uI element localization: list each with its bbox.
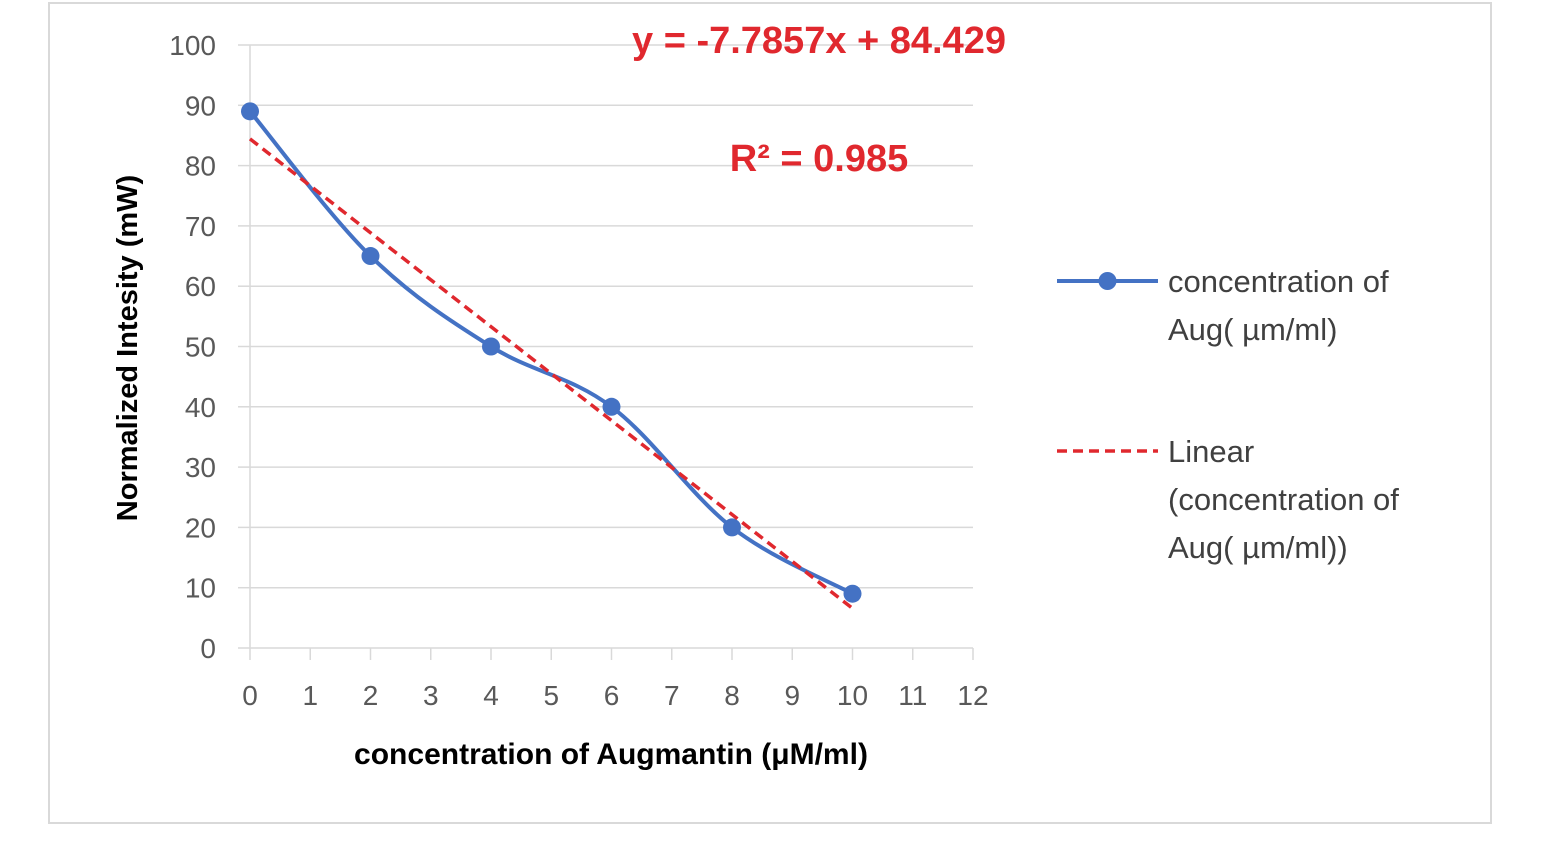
y-tick-label: 70 (185, 211, 216, 242)
y-axis-title: Normalized Intesity (mW) (112, 175, 144, 521)
x-tick-label: 0 (242, 680, 258, 711)
chart-frame (48, 2, 1492, 824)
legend-series-label: concentration of (1168, 264, 1389, 299)
x-tick-label: 10 (837, 680, 868, 711)
x-tick-label: 3 (423, 680, 439, 711)
y-tick-label: 90 (185, 90, 216, 121)
r-squared-annotation: R² = 0.985 (730, 138, 909, 180)
data-point-x6 (602, 397, 621, 416)
x-tick-label: 12 (957, 680, 988, 711)
x-tick-label: 7 (664, 680, 680, 711)
y-tick-label: 80 (185, 151, 216, 182)
legend-trend-label: (concentration of (1168, 482, 1399, 517)
legend-trend-label: Aug( µm/ml)) (1168, 530, 1348, 565)
data-point-x10 (843, 584, 862, 603)
y-tick-label: 0 (200, 633, 216, 664)
data-point-x4 (482, 337, 500, 356)
x-tick-label: 6 (604, 680, 620, 711)
legend: concentration of Aug( µm/ml) Linear (concen… (1057, 264, 1399, 565)
equation-annotation: y = -7.7857x + 84.429 (632, 20, 1006, 62)
x-tick-label: 5 (543, 680, 559, 711)
legend-series-marker (1098, 272, 1117, 290)
y-tick-label: 40 (185, 392, 216, 423)
x-tick-label: 2 (363, 680, 379, 711)
data-point-x8 (723, 518, 741, 537)
series-layer (241, 102, 862, 603)
x-tick-label: 11 (898, 680, 927, 711)
legend-trend-label: Linear (1168, 434, 1254, 469)
y-tick-label: 50 (185, 332, 216, 363)
y-tick-label: 60 (185, 271, 216, 302)
y-tick-label: 100 (169, 30, 216, 61)
x-tick-label: 8 (724, 680, 740, 711)
x-tick-label: 4 (483, 680, 499, 711)
y-tick-label: 10 (185, 573, 216, 604)
data-point-x2 (361, 247, 380, 266)
x-tick-label: 9 (784, 680, 800, 711)
series-line (248, 110, 854, 596)
legend-series-label: Aug( µm/ml) (1168, 312, 1337, 347)
x-axis-title: concentration of Augmantin (μM/ml) (354, 738, 868, 771)
y-tick-label: 30 (185, 452, 216, 483)
x-tick-label: 1 (302, 680, 318, 711)
grid-layer (250, 44, 973, 589)
y-tick-label: 20 (185, 512, 216, 543)
data-point-x0 (241, 102, 259, 121)
